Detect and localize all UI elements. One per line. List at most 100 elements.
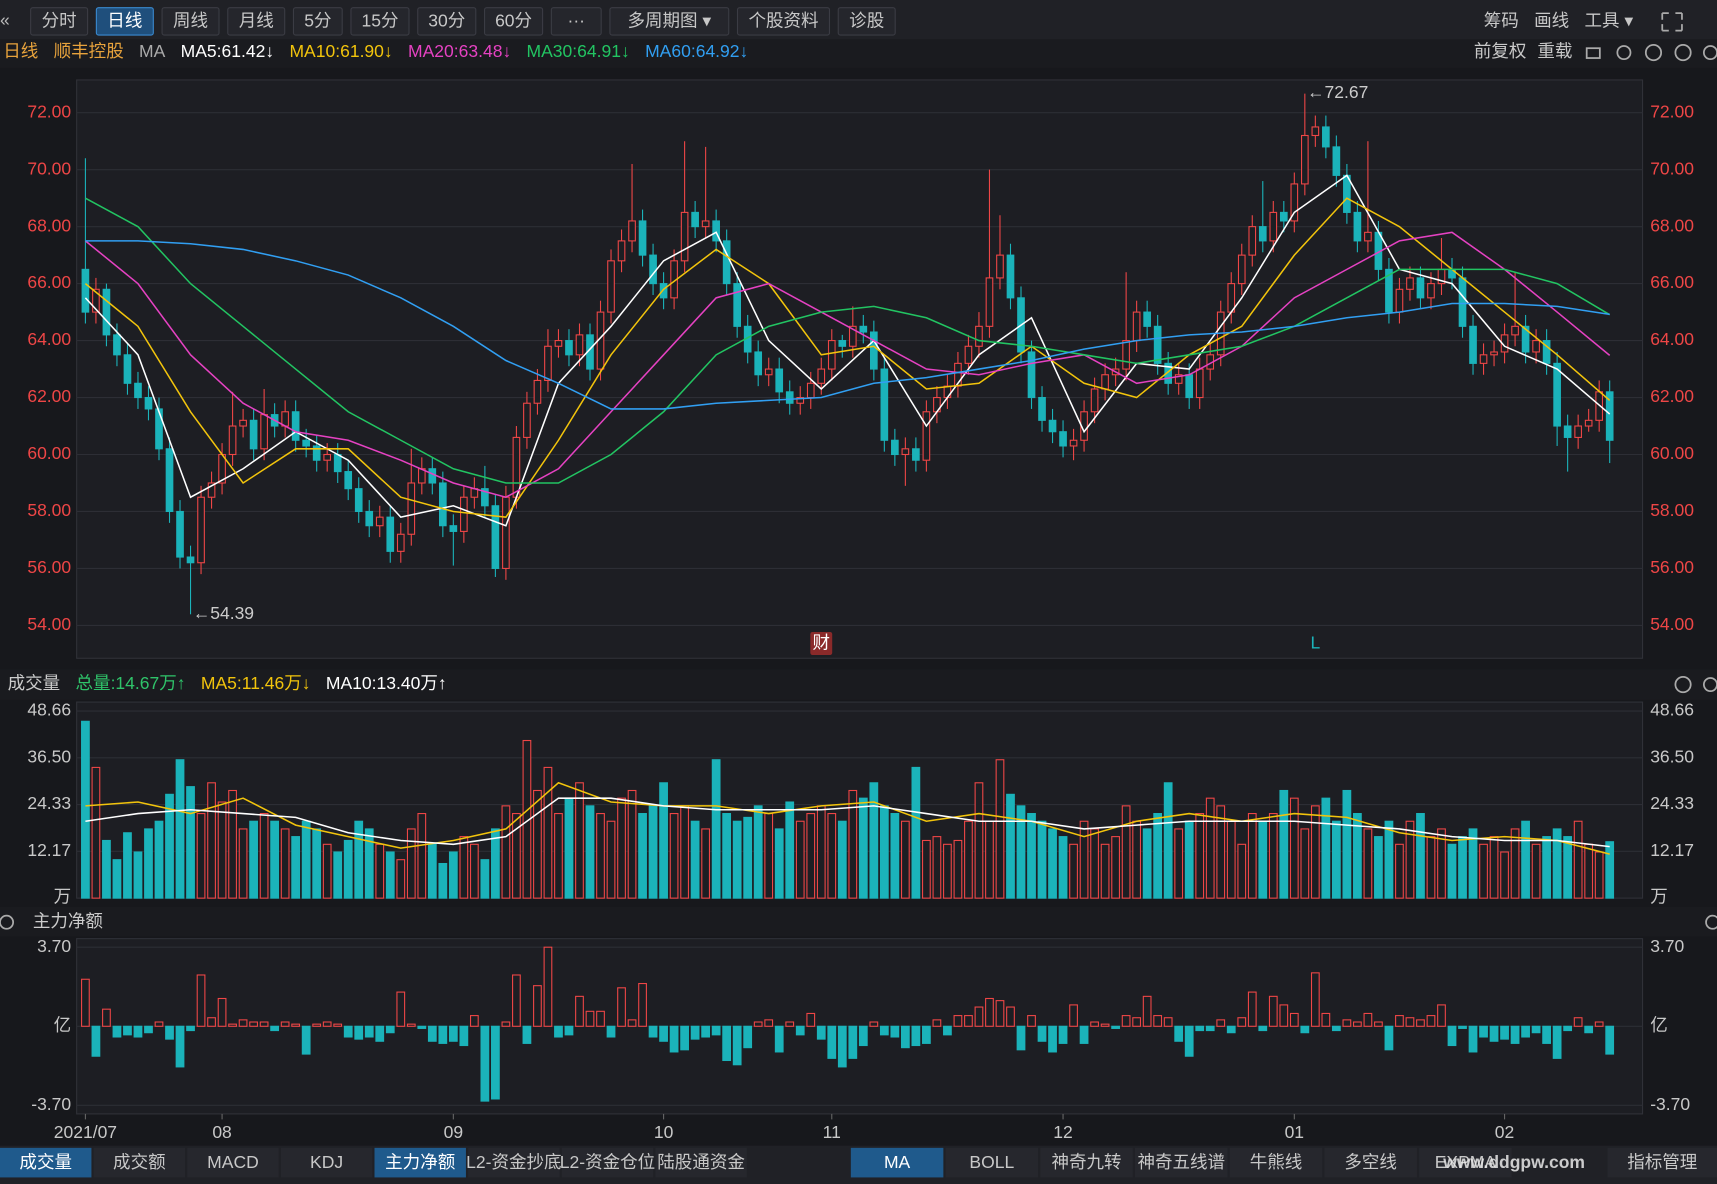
zoom-in-icon[interactable]	[1644, 44, 1663, 62]
candle-body	[1195, 368, 1204, 399]
volume-bar	[743, 816, 753, 899]
volume-bar	[1142, 828, 1152, 899]
period-tab[interactable]	[350, 7, 410, 36]
period-tab-label: ···	[568, 11, 585, 31]
period-tab-label: 月线	[239, 11, 274, 31]
event-marker-box[interactable]	[810, 631, 833, 655]
volume-bar	[827, 813, 837, 899]
close-icon[interactable]	[1705, 914, 1717, 930]
volume-bar	[1132, 820, 1142, 899]
period-tab-label: 日线	[107, 11, 142, 31]
period-tab[interactable]	[292, 7, 343, 36]
indicator-tab[interactable]	[561, 1147, 654, 1178]
flow-bar	[133, 1025, 143, 1038]
period-tab[interactable]	[484, 7, 544, 36]
indicator-tab[interactable]	[655, 1147, 747, 1178]
candle-body	[1406, 277, 1414, 290]
manage-button[interactable]: 指标管理	[1627, 1152, 1697, 1172]
indicator-tab[interactable]	[1040, 1147, 1133, 1178]
indicator-tab[interactable]	[850, 1147, 944, 1178]
y-tick-label: 48.66	[1650, 700, 1694, 720]
candle-body	[565, 340, 573, 356]
tool-button[interactable]: 工具 ▾	[1585, 11, 1634, 31]
x-tick-label: 12	[1053, 1122, 1072, 1142]
volume-bar	[133, 851, 143, 899]
flow-bar	[1258, 1025, 1268, 1032]
candle-body	[1469, 325, 1477, 364]
header-button[interactable]: 重载	[1537, 41, 1572, 61]
flow-bar	[427, 1025, 437, 1042]
flow-bar	[186, 1025, 195, 1032]
candle-body	[428, 468, 437, 484]
flow-bar	[753, 1021, 763, 1027]
indicator-tab[interactable]	[93, 1147, 186, 1178]
volume-bar	[596, 813, 605, 899]
settings-icon[interactable]	[1702, 677, 1717, 692]
dropdown-icon[interactable]	[0, 914, 15, 930]
period-tab[interactable]	[736, 7, 831, 36]
indicator-tab[interactable]	[945, 1147, 1039, 1178]
x-tick-label: 02	[1495, 1122, 1514, 1142]
lock-icon[interactable]	[1585, 47, 1601, 59]
event-marker[interactable]: L	[1310, 633, 1320, 653]
flow-bar	[795, 1025, 805, 1036]
indicator-tab[interactable]	[1134, 1147, 1228, 1178]
flow-bar	[1216, 1019, 1226, 1027]
indicator-tab-label: BOLL	[969, 1152, 1014, 1172]
event-marker[interactable]: 财	[813, 633, 831, 653]
period-tab[interactable]	[95, 7, 154, 36]
flow-bar	[617, 987, 626, 1027]
indicator-tab[interactable]	[1229, 1147, 1323, 1178]
volume-bar	[922, 839, 931, 899]
period-tab[interactable]	[161, 7, 220, 36]
candle-body	[134, 382, 142, 399]
indicator-tab[interactable]	[0, 1147, 92, 1178]
settings-icon[interactable]	[1702, 45, 1717, 61]
y-tick-label: 58.00	[27, 500, 71, 520]
volume-bar	[533, 789, 542, 899]
flow-bar	[1237, 1017, 1247, 1027]
y-tick-label: 62.00	[27, 386, 71, 406]
flow-bar	[238, 1019, 248, 1027]
indicator-tab[interactable]	[1419, 1147, 1512, 1178]
period-tab[interactable]	[30, 7, 89, 36]
flow-bar	[701, 1025, 711, 1038]
y-tick-label: 3.70	[37, 936, 71, 956]
fullscreen-icon[interactable]	[1661, 12, 1683, 32]
flow-bar	[1142, 995, 1152, 1027]
collapse-icon[interactable]: «	[0, 9, 10, 29]
candle-body	[1479, 354, 1488, 364]
candle-body	[964, 345, 973, 364]
indicator-tab[interactable]	[374, 1147, 466, 1178]
volume-bar	[480, 859, 490, 899]
indicator-tab[interactable]	[1324, 1147, 1417, 1178]
period-tab[interactable]	[550, 7, 602, 36]
flow-bar	[1268, 995, 1278, 1027]
indicator-tab[interactable]	[280, 1147, 373, 1178]
candle-body	[649, 254, 657, 285]
y-tick-label: -3.70	[31, 1094, 71, 1114]
y-tick-label: 68.00	[27, 215, 71, 235]
candle-body	[176, 510, 184, 558]
candle-body	[386, 516, 395, 552]
undo-icon[interactable]	[1616, 45, 1632, 61]
candle-body	[1143, 311, 1151, 327]
volume-bar	[343, 839, 353, 899]
indicator-tab[interactable]	[187, 1147, 279, 1178]
period-tab[interactable]	[609, 7, 730, 36]
volume-bar	[217, 801, 227, 899]
candle-body	[533, 379, 542, 404]
header-button[interactable]: 前复权	[1474, 41, 1527, 61]
zoom-out-icon[interactable]	[1674, 44, 1692, 62]
volume-bar	[932, 836, 942, 899]
period-tab[interactable]	[227, 7, 286, 36]
tool-button[interactable]: 筹码	[1484, 11, 1519, 31]
tool-button[interactable]: 画线	[1534, 11, 1569, 31]
period-tab[interactable]	[417, 7, 477, 36]
manage-button-bg[interactable]	[1607, 1147, 1717, 1178]
period-tab[interactable]	[837, 7, 896, 36]
indicator-tab[interactable]	[468, 1147, 560, 1178]
close-icon[interactable]	[1674, 676, 1692, 694]
candle-body	[438, 482, 447, 527]
